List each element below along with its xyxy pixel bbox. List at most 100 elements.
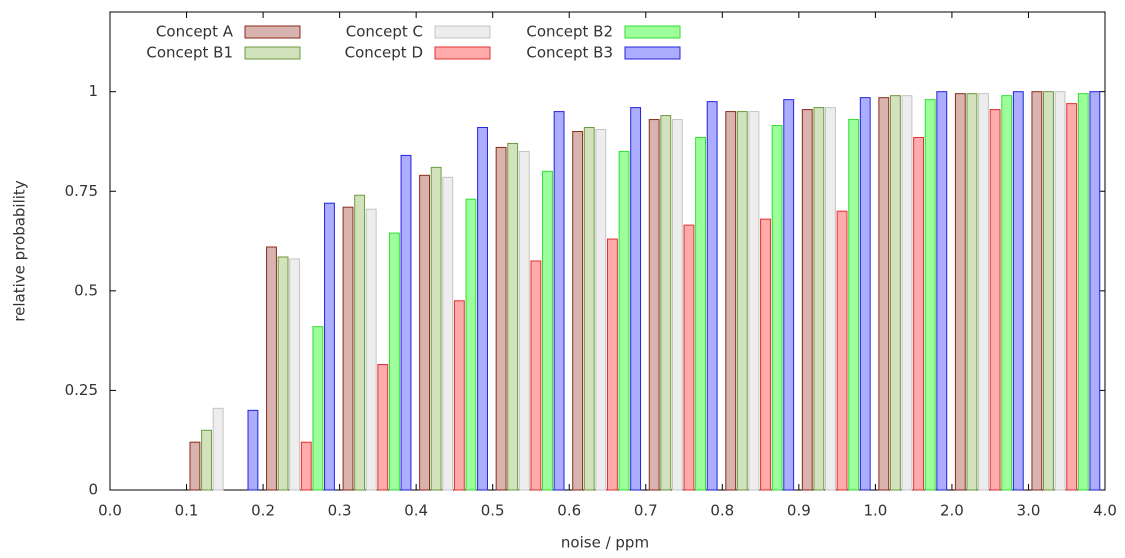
bar [212, 407, 224, 491]
bar [878, 97, 890, 491]
bar [324, 202, 335, 491]
bar [671, 119, 683, 491]
bar [736, 111, 748, 491]
x-tick-label: 0.8 [710, 502, 734, 520]
y-tick-label: 1 [88, 82, 98, 100]
x-tick-label: 0.0 [98, 502, 122, 520]
bar [266, 246, 277, 491]
bar [289, 258, 301, 491]
bar [553, 111, 565, 491]
bar [277, 256, 289, 491]
bar [453, 300, 465, 491]
bar [189, 441, 201, 491]
bar [660, 115, 672, 491]
x-tick-label: 2.0 [940, 502, 964, 520]
x-tick-label: 0.4 [404, 502, 428, 520]
legend-label: Concept B3 [526, 44, 613, 62]
bar [354, 194, 366, 491]
bar [859, 97, 871, 491]
x-tick-label: 0.6 [557, 502, 581, 520]
bar [695, 136, 706, 491]
bar [583, 127, 595, 491]
bar [465, 198, 477, 491]
y-tick-label: 0.5 [74, 281, 98, 299]
bar [618, 150, 630, 491]
y-tick-label: 0 [88, 481, 98, 499]
bar [595, 129, 607, 491]
bar [978, 93, 989, 491]
x-tick-label: 0.5 [481, 502, 505, 520]
x-axis-label: noise / ppm [561, 534, 649, 552]
bar [813, 107, 825, 491]
bar [1077, 93, 1089, 491]
legend-swatch [434, 25, 491, 39]
bar [706, 101, 718, 491]
bar [365, 208, 377, 491]
x-tick-label: 1.0 [863, 502, 887, 520]
bar [442, 176, 454, 491]
bar [771, 125, 783, 491]
bar [748, 111, 760, 491]
bar [572, 131, 584, 491]
x-tick-label: 3.0 [1017, 502, 1041, 520]
legend-swatch [624, 25, 681, 39]
bar [1031, 91, 1043, 491]
bar [201, 429, 212, 491]
bar [683, 224, 695, 491]
y-axis-label: relative probability [11, 180, 29, 322]
bar [801, 109, 813, 491]
bar [342, 206, 354, 491]
bar [825, 107, 836, 491]
bar [648, 119, 660, 491]
y-tick-label: 0.25 [65, 381, 98, 399]
bar [247, 409, 259, 491]
legend-label: Concept B1 [146, 44, 233, 62]
legend-label: Concept A [156, 23, 234, 41]
legend-swatch [244, 46, 301, 60]
bar [607, 238, 618, 491]
bar [924, 99, 936, 491]
bar [760, 218, 771, 491]
bar [530, 260, 542, 491]
x-tick-label: 0.2 [251, 502, 275, 520]
bar [848, 119, 860, 491]
bar [1043, 91, 1054, 491]
bar [1012, 91, 1024, 491]
bar [1089, 91, 1101, 491]
bar [495, 146, 507, 491]
bar [913, 136, 925, 491]
x-tick-label: 0.3 [328, 502, 352, 520]
legend-label: Concept C [346, 23, 423, 41]
bar [989, 109, 1001, 491]
x-tick-label: 0.9 [787, 502, 811, 520]
bar [430, 166, 442, 491]
bar [966, 93, 978, 491]
legend-swatch [244, 25, 301, 39]
bar [954, 93, 966, 491]
legend-label: Concept D [345, 44, 423, 62]
bar [377, 364, 389, 491]
bar [630, 107, 642, 491]
bar [518, 150, 530, 491]
bar [936, 91, 948, 491]
y-tick-label: 0.75 [65, 182, 98, 200]
bar [312, 326, 324, 491]
bar [388, 232, 400, 491]
bar [1001, 95, 1013, 491]
bar [542, 170, 553, 491]
bar [901, 95, 913, 491]
legend-label: Concept B2 [526, 23, 613, 41]
x-tick-label: 0.1 [175, 502, 199, 520]
bar [836, 210, 848, 491]
bar [419, 174, 430, 491]
bar [1066, 103, 1078, 491]
bar [1054, 91, 1066, 491]
bar [889, 95, 901, 491]
legend-swatch [434, 46, 491, 60]
x-tick-label: 0.7 [634, 502, 658, 520]
bar [400, 154, 412, 491]
bar [507, 142, 519, 491]
bar [783, 99, 795, 491]
bar [300, 441, 312, 491]
